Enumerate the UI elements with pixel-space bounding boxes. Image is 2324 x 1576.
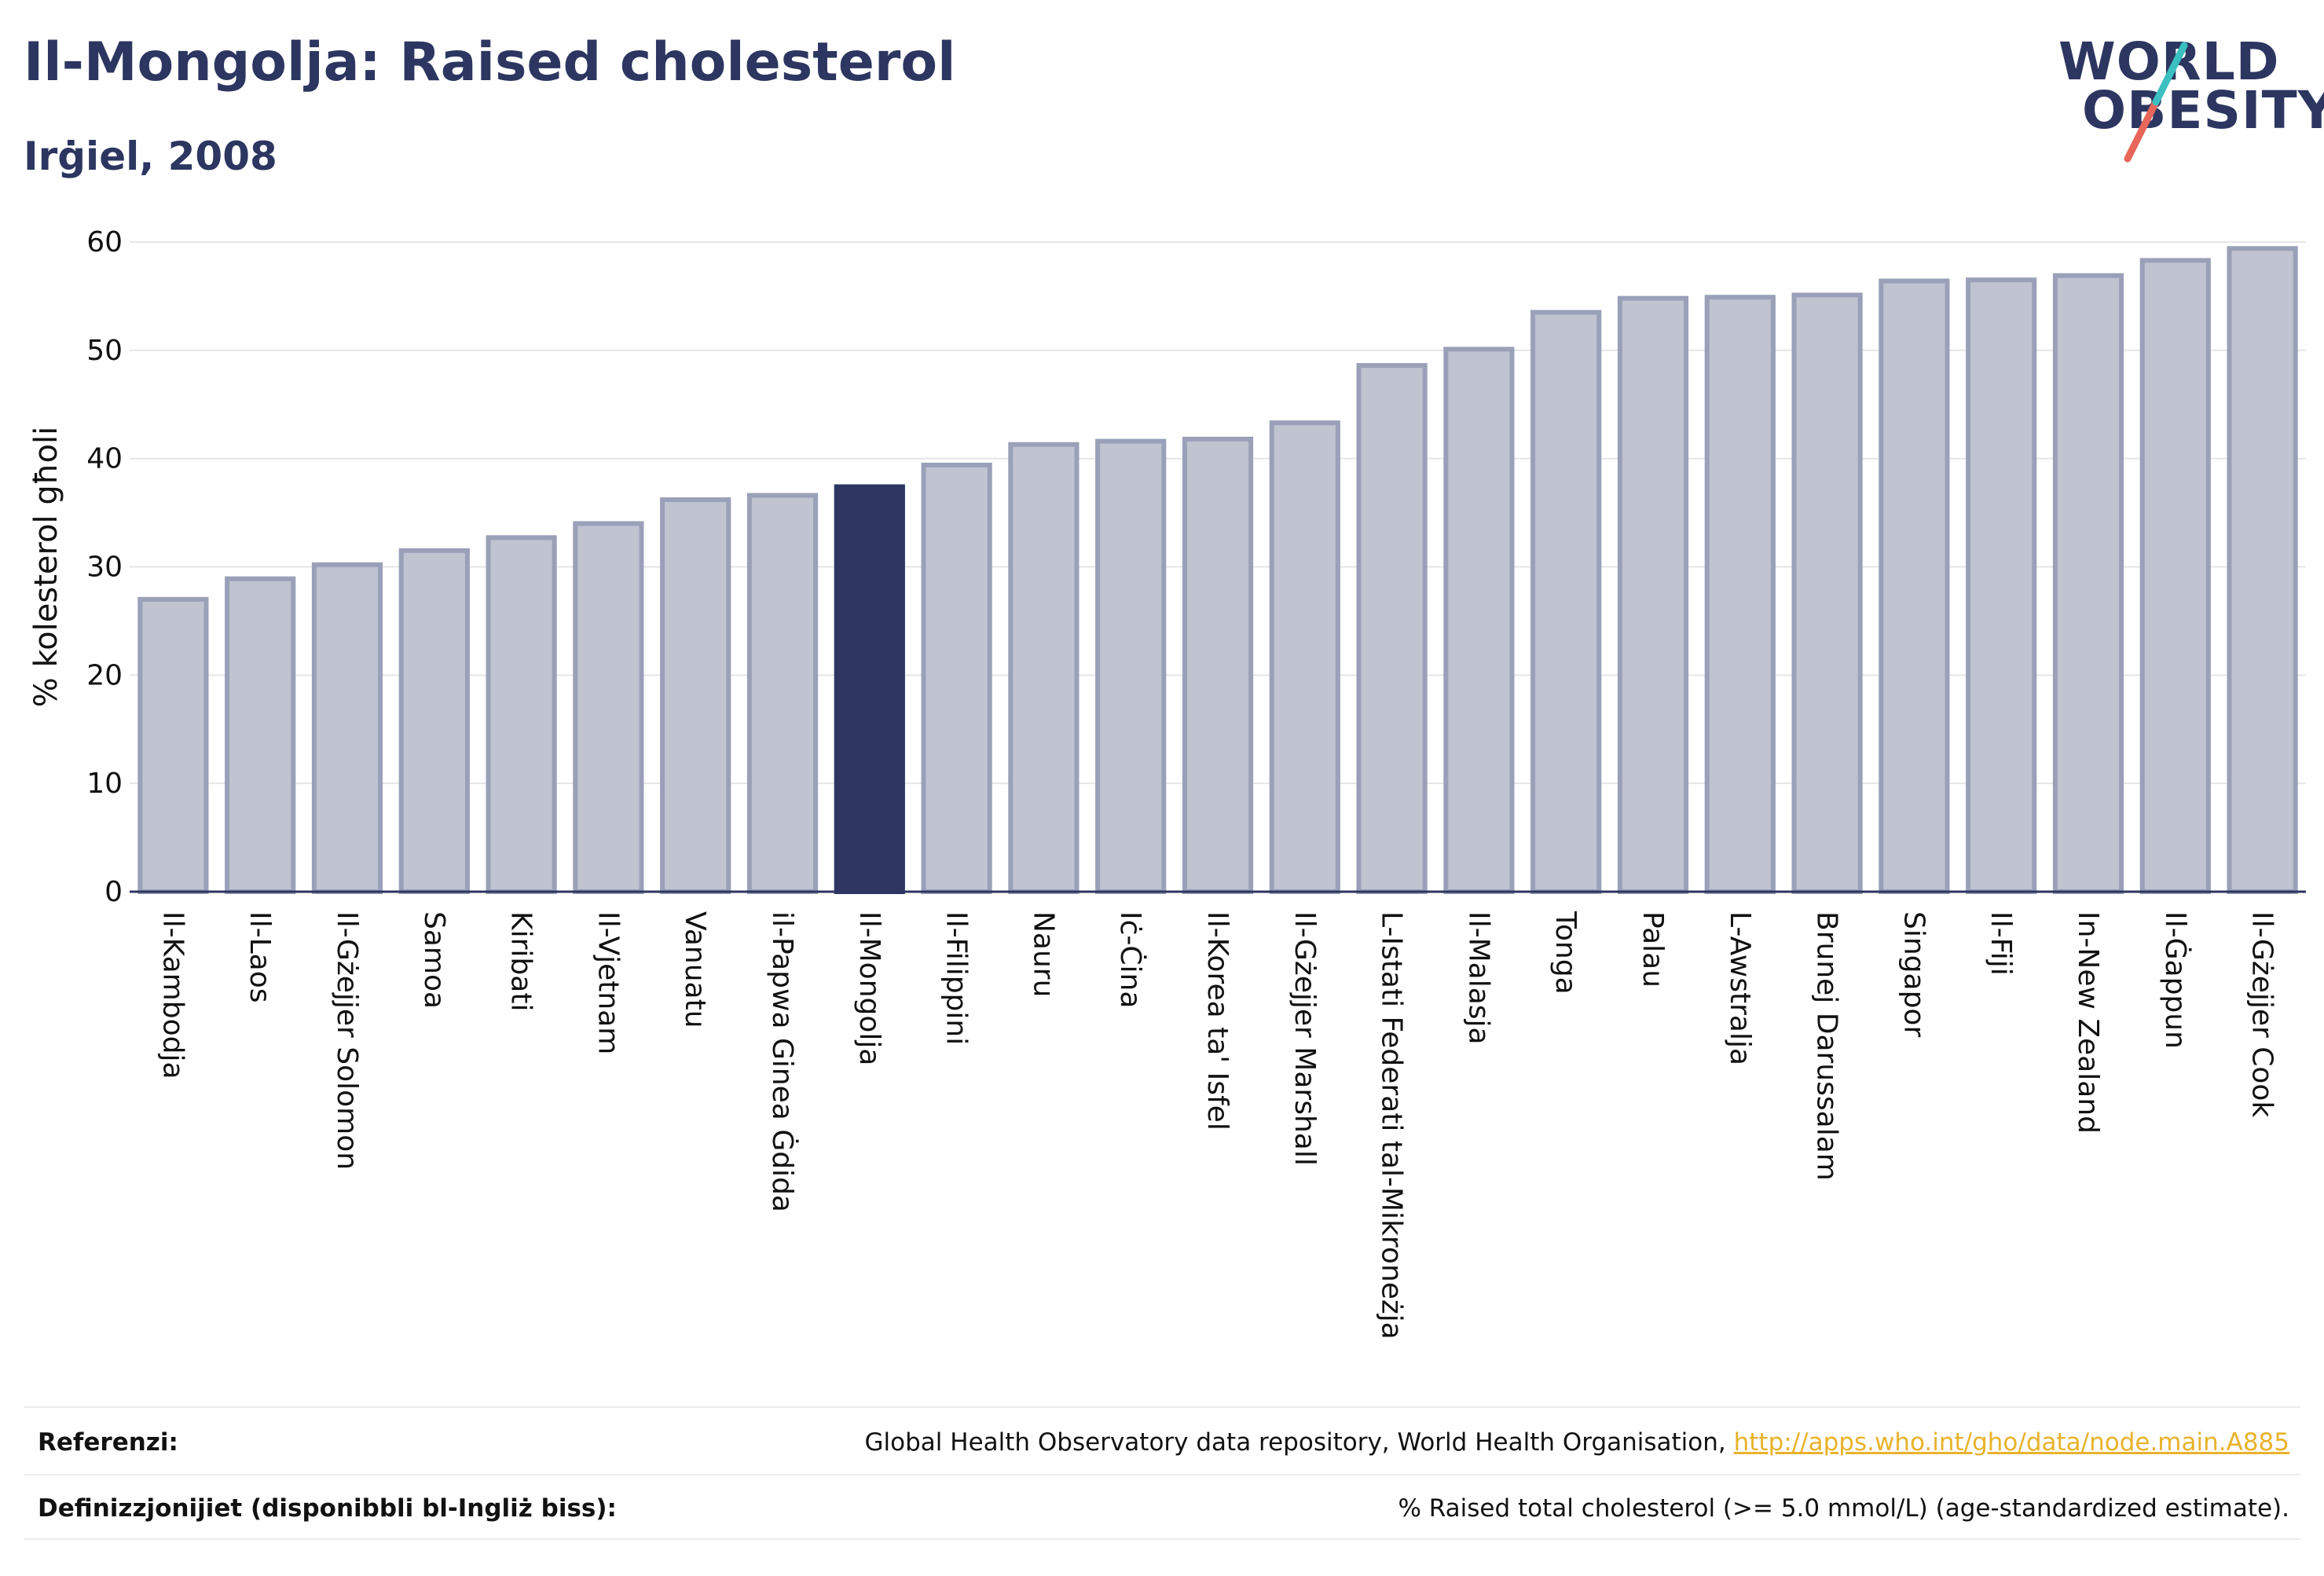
references-link[interactable]: http://apps.who.int/gho/data/node.main.A… [1733,1428,2289,1457]
bar [660,497,731,894]
x-tick-label: il-Papwa Ginea Ġdida [766,911,799,1212]
y-tick-label: 10 [86,768,123,800]
bar [486,535,557,894]
x-tick-label: Il-Laos [244,911,276,1003]
bar-chart: 0 10 20 30 40 50 60 Il-Kambodja Il-Laos Il-Gżejj… [28,226,2306,1340]
logo-slash-icon [2124,42,2188,163]
x-tick-label: Il-Vjetnam [592,911,624,1054]
x-tick-label: Singapor [1897,911,1930,1037]
x-tick-label: Tonga [1549,911,1582,995]
bar [1269,420,1340,894]
bar [1443,346,1515,894]
bar [1008,442,1080,894]
definitions-label: Definizzjonijiet (disponibbli bl-Ingliż … [38,1494,617,1523]
bars [137,246,2298,895]
y-tick-label: 50 [86,335,123,367]
x-tick-label: Nauru [1027,911,1059,997]
y-tick-label: 0 [104,876,123,908]
x-tick-label: Il-Korea ta' Isfel [1201,911,1233,1131]
x-tick-label: Brunej Darussalam [1811,911,1843,1181]
logo-word-obesity: OBESITY [2082,80,2324,141]
x-tick-label: L-Awstralja [1724,911,1756,1065]
x-tick-label: Il-Gżejjer Solomon [331,911,363,1170]
x-tick-label: Samoa [418,911,450,1009]
footer-references-row: Referenzi: Global Health Observatory dat… [24,1411,2300,1474]
references-text: Global Health Observatory data repositor… [864,1428,1734,1457]
footer-divider-bottom [24,1538,2300,1540]
chart-subtitle: Irġiel, 2008 [24,134,277,179]
bar [573,521,644,894]
x-tick-label: Il-Mongolja [853,911,885,1065]
bar [1966,277,2037,895]
footer-divider-middle [24,1474,2300,1475]
bar [1356,363,1428,894]
x-axis-ticks: Il-Kambodja Il-Laos Il-Gżejjer Solomon Samo… [156,911,2278,1340]
y-tick-label: 60 [86,226,123,258]
x-tick-label: Il-Gżejjer Cook [2246,911,2278,1117]
references-label: Referenzi: [38,1428,178,1457]
bar [1617,295,1689,894]
y-tick-label: 30 [86,552,123,584]
bar [1530,310,1602,894]
chart-title: Il-Mongolja: Raised cholesterol [24,31,956,93]
y-tick-label: 40 [86,443,123,475]
footer-definitions-row: Definizzjonijiet (disponibbli bl-Ingliż … [24,1477,2300,1540]
bar [1879,278,1950,894]
x-tick-label: Il-Ġappun [2159,911,2192,1049]
bar-highlighted [834,484,905,894]
bar [921,462,992,894]
bar [1791,292,1863,894]
x-tick-label: Il-Gżejjer Marshall [1288,911,1321,1166]
references-value: Global Health Observatory data repositor… [865,1428,2300,1457]
bar [746,493,819,895]
x-tick-label: Iċ-Ċina [1114,911,1147,1008]
x-tick-label: Il-Kambodja [156,911,189,1079]
x-tick-label: In-New Zealand [2072,911,2104,1134]
bar [398,548,470,894]
x-tick-label: Vanuatu [679,911,711,1028]
bar [1704,295,1776,895]
bar [1182,436,1254,894]
x-tick-label: Il-Filippini [940,911,973,1045]
x-tick-label: Il-Fiji [1985,911,2017,976]
y-axis-ticks: 0 10 20 30 40 50 60 [86,226,123,908]
y-tick-label: 20 [86,659,123,691]
bar [2052,273,2124,894]
bar [2227,246,2298,894]
x-tick-label: L-Istati Federati tal-Mikroneżja [1376,911,1408,1340]
x-tick-label: Il-Malasja [1462,911,1494,1045]
bar [137,596,209,894]
world-obesity-logo: WORLD OBESITY [2051,31,2324,165]
x-tick-label: Palau [1637,911,1669,988]
bar [1095,438,1167,894]
bar [2139,258,2211,895]
x-tick-label: Kiribati [505,911,537,1011]
footer-divider-top [24,1406,2300,1408]
definitions-text: % Raised total cholesterol (>= 5.0 mmol/… [1398,1494,2289,1523]
y-axis-label: % kolesterol għoli [28,427,64,708]
bar [311,562,383,894]
bar [225,576,296,895]
